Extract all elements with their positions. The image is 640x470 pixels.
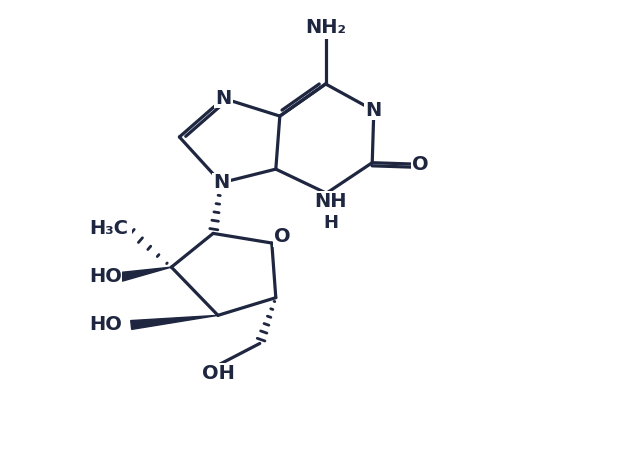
Text: N: N <box>213 173 229 192</box>
Text: H₃C: H₃C <box>89 219 128 238</box>
Bar <box>212 173 230 193</box>
Text: OH: OH <box>202 364 234 383</box>
Bar <box>307 16 344 39</box>
Polygon shape <box>121 267 172 281</box>
Bar <box>89 314 122 336</box>
Bar <box>316 191 345 212</box>
Text: H: H <box>323 214 338 232</box>
Text: NH: NH <box>314 192 347 211</box>
Bar <box>214 88 233 109</box>
Bar <box>323 213 339 232</box>
Text: O: O <box>274 227 291 246</box>
Bar <box>85 217 132 240</box>
Text: HO: HO <box>89 315 122 335</box>
Text: N: N <box>365 101 382 120</box>
Bar <box>364 101 383 120</box>
Polygon shape <box>131 315 218 329</box>
Bar <box>411 154 430 174</box>
Text: HO: HO <box>89 267 122 286</box>
Bar <box>273 227 292 247</box>
Bar <box>89 266 122 287</box>
Text: NH₂: NH₂ <box>305 18 346 37</box>
Bar <box>204 363 232 384</box>
Text: N: N <box>216 89 232 108</box>
Text: O: O <box>412 155 429 174</box>
